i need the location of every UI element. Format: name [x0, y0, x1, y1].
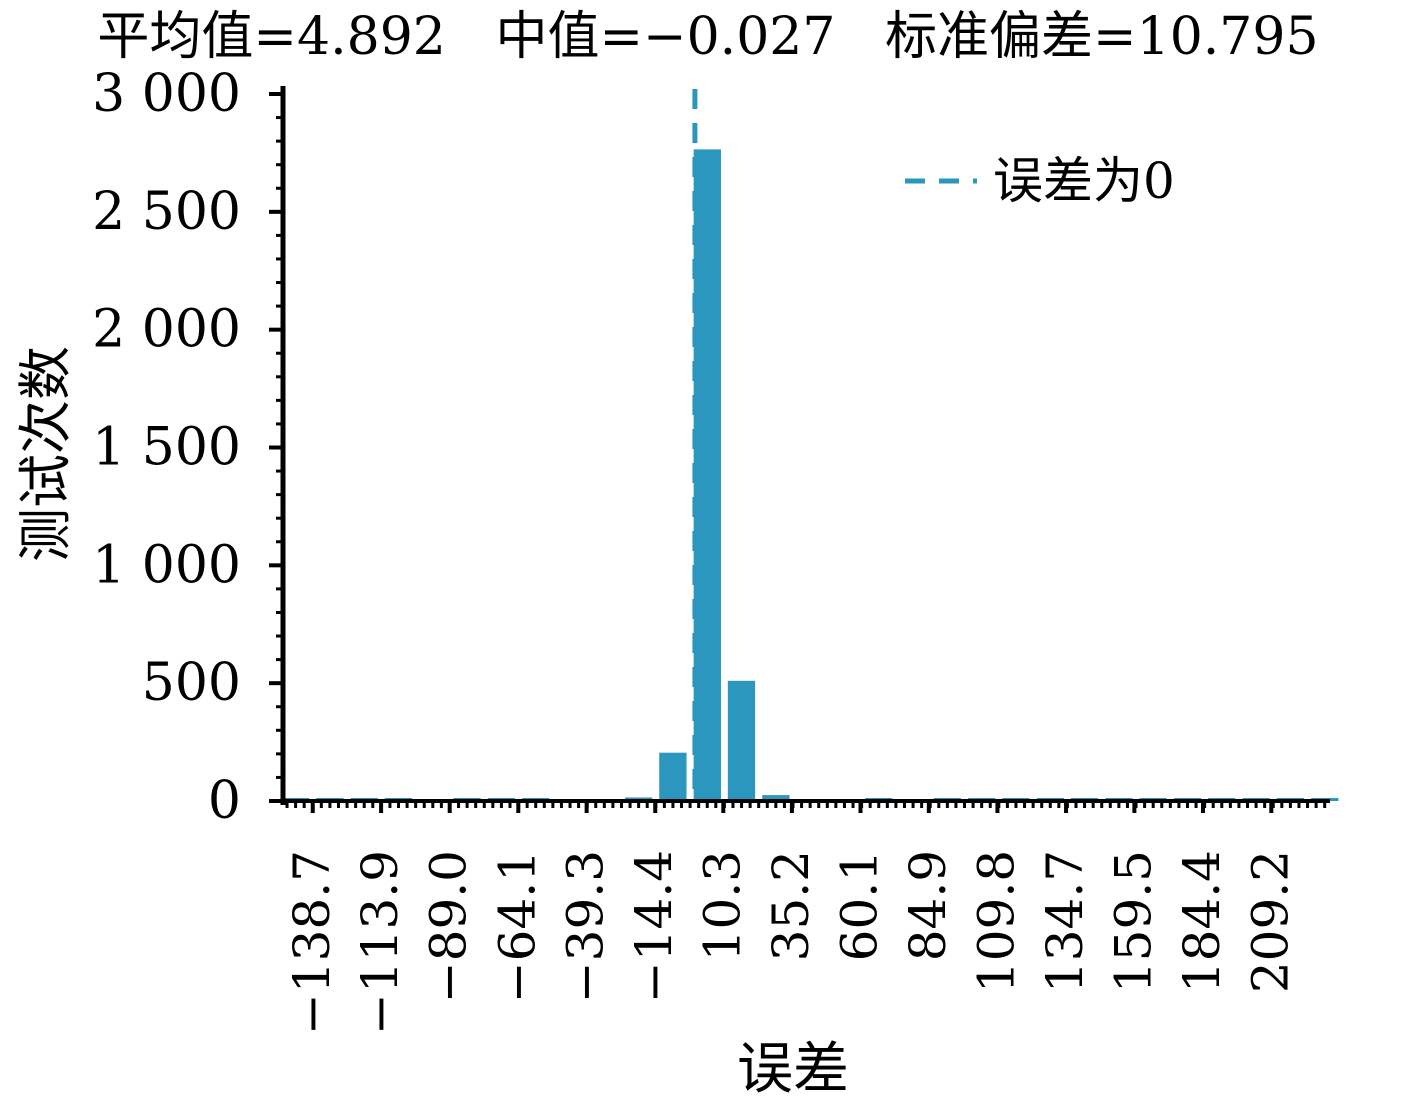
histogram-bar-13 — [727, 680, 756, 801]
x-axis-label: 误差 — [737, 1037, 849, 1098]
histogram-bar-11 — [659, 752, 687, 801]
y-tick-labels: 0 500 1 000 1 500 2 000 2 500 3 000 — [92, 64, 241, 831]
legend-label: 误差为0 — [993, 152, 1175, 210]
x-tick-label: 209.2 — [1241, 850, 1299, 993]
x-tick-label: −64.1 — [488, 850, 546, 1003]
x-tick-label: 35.2 — [762, 850, 820, 961]
x-tick-label: 159.5 — [1104, 850, 1162, 993]
x-tick-labels: −138.7 −113.9 −89.0 −64.1 −39.3 −14.4 10.3 35.2… — [283, 850, 1300, 1035]
x-tick-label: 10.3 — [693, 850, 751, 961]
y-tick-label: 500 — [142, 653, 241, 713]
y-tick-label: 0 — [208, 771, 241, 831]
y-tick-label: 2 500 — [92, 182, 241, 242]
legend: 误差为0 — [905, 152, 1175, 210]
bars-layer — [282, 149, 1339, 801]
x-tick-label: 84.9 — [899, 850, 957, 961]
y-tick-label: 3 000 — [92, 64, 241, 124]
axes — [269, 86, 1330, 813]
histogram-bar-12 — [693, 149, 721, 801]
histogram-bar-14 — [762, 795, 790, 801]
x-tick-label: 134.7 — [1036, 850, 1094, 993]
x-tick-label: −138.7 — [283, 850, 341, 1035]
x-tick-label: −113.9 — [351, 850, 409, 1035]
x-tick-label: −14.4 — [625, 850, 683, 1003]
y-axis-label: 测试次数 — [14, 346, 77, 562]
y-tick-label: 2 000 — [92, 300, 241, 360]
x-tick-label: 184.4 — [1173, 850, 1231, 993]
x-tick-label: −89.0 — [420, 850, 478, 1003]
y-tick-label: 1 500 — [92, 418, 241, 478]
chart-title: 平均值=4.892 中值=−0.027 标准偏差=10.795 — [97, 7, 1318, 67]
x-tick-label: 109.8 — [967, 850, 1025, 993]
x-tick-label: 60.1 — [831, 850, 889, 961]
x-tick-label: −39.3 — [557, 850, 615, 1003]
y-tick-label: 1 000 — [92, 535, 241, 595]
